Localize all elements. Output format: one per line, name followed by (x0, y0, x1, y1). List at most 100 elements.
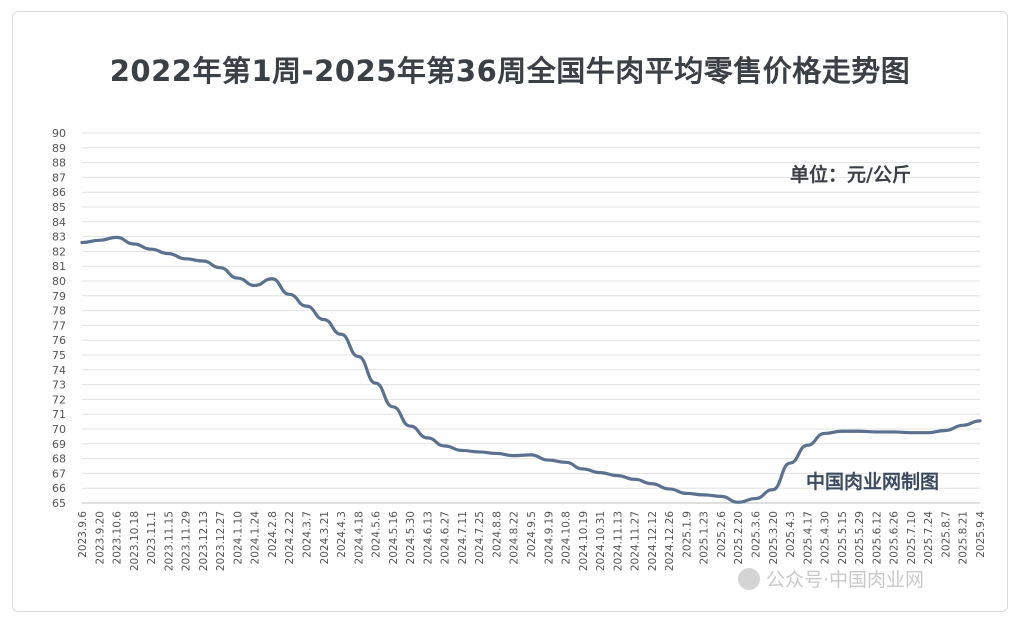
data-point (875, 430, 878, 433)
wechat-icon (738, 567, 760, 590)
y-tick-label: 65 (52, 497, 66, 510)
data-point (789, 462, 792, 465)
data-point (944, 429, 947, 432)
x-tick-label: 2023.11.29 (181, 511, 193, 571)
data-point (547, 459, 550, 462)
data-point (581, 467, 584, 470)
x-tick-label: 2024.10.8 (561, 511, 573, 564)
data-point (771, 488, 774, 491)
x-tick-label: 2025.3.6 (751, 511, 763, 558)
x-tick-label: 2024.8.8 (491, 511, 503, 558)
x-tick-label: 2024.5.6 (371, 511, 383, 558)
data-point (305, 305, 308, 308)
x-tick-label: 2024.7.11 (457, 511, 469, 564)
x-tick-label: 2025.6.12 (871, 511, 883, 564)
x-tick-label: 2025.4.30 (820, 511, 832, 564)
data-point (340, 333, 343, 336)
x-tick-label: 2024.4.3 (336, 511, 348, 558)
watermark-text: 公众号·中国肉业网 (766, 569, 925, 591)
x-tick-label: 2024.1.24 (250, 511, 262, 565)
data-point (391, 405, 394, 408)
y-tick-label: 67 (52, 467, 66, 480)
x-tick-label: 2024.2.8 (267, 511, 279, 558)
data-point (668, 487, 671, 490)
y-tick-label: 81 (52, 260, 66, 273)
credit-label: 中国肉业网制图 (806, 471, 940, 493)
data-point (564, 461, 567, 464)
x-tick-label: 2025.4.3 (785, 511, 797, 558)
data-point (478, 450, 481, 453)
data-point (374, 382, 377, 385)
x-tick-label: 2023.11.15 (163, 511, 175, 571)
data-point (633, 478, 636, 481)
y-tick-label: 77 (52, 319, 66, 332)
y-tick-label: 69 (52, 438, 66, 451)
x-tick-label: 2025.3.20 (768, 511, 780, 564)
x-tick-label: 2023.9.20 (94, 511, 106, 564)
data-point (927, 431, 930, 434)
x-tick-label: 2024.3.21 (319, 511, 331, 564)
x-tick-label: 2024.12.12 (647, 511, 659, 571)
data-point (443, 445, 446, 448)
x-tick-label: 2025.1.9 (681, 511, 693, 558)
data-point (495, 452, 498, 455)
x-tick-label: 2024.7.25 (474, 511, 486, 564)
x-tick-label: 2025.1.23 (699, 511, 711, 564)
data-point (685, 492, 688, 495)
x-tick-label: 2025.5.29 (854, 511, 866, 564)
data-point (81, 241, 83, 244)
y-tick-label: 68 (52, 453, 66, 466)
y-tick-label: 70 (52, 423, 66, 436)
data-point (409, 425, 412, 428)
x-tick-label: 2023.9.6 (77, 511, 89, 558)
y-tick-label: 88 (52, 157, 66, 170)
x-tick-label: 2024.2.22 (284, 511, 296, 564)
y-tick-label: 80 (52, 275, 66, 288)
x-tick-label: 2023.11.1 (146, 511, 158, 564)
data-point (167, 252, 170, 255)
gridlines (82, 132, 980, 504)
y-tick-label: 82 (52, 245, 66, 258)
data-point (823, 432, 826, 435)
data-point (322, 318, 325, 321)
x-tick-label: 2025.9.4 (975, 511, 987, 558)
data-point (892, 430, 895, 433)
data-point (737, 501, 740, 504)
x-tick-label: 2024.12.26 (664, 511, 676, 571)
series-lines (80, 235, 982, 504)
x-tick-label: 2024.3.7 (302, 511, 314, 558)
x-tick-label: 2023.12.27 (215, 511, 227, 571)
data-point (840, 430, 843, 433)
data-point (184, 257, 187, 260)
data-point (357, 355, 360, 358)
x-tick-label: 2023.10.6 (112, 511, 124, 565)
y-tick-label: 84 (52, 216, 66, 229)
x-tick-label: 2025.4.17 (802, 511, 814, 564)
data-point (460, 449, 463, 452)
y-tick-label: 89 (52, 142, 66, 155)
x-tick-label: 2024.11.13 (612, 511, 624, 571)
x-tick-label: 2025.8.7 (940, 511, 952, 558)
data-point (754, 497, 757, 500)
y-tick-label: 75 (52, 349, 66, 362)
data-point (288, 293, 291, 296)
x-tick-label: 2024.11.27 (630, 511, 642, 571)
unit-label: 单位：元/公斤 (790, 164, 911, 186)
x-tick-label: 2024.6.27 (440, 511, 452, 564)
x-tick-label: 2025.7.24 (923, 511, 935, 565)
x-tick-label: 2023.12.13 (198, 511, 210, 571)
data-point (806, 444, 809, 447)
y-tick-label: 79 (52, 290, 66, 303)
y-tick-label: 85 (52, 201, 66, 214)
data-point (719, 495, 722, 498)
data-point (132, 243, 135, 245)
y-tick-label: 90 (52, 127, 66, 140)
data-point (98, 239, 101, 242)
data-point (961, 424, 964, 427)
x-tick-label: 2025.2.20 (733, 511, 745, 564)
x-tick-label: 2024.6.13 (422, 511, 434, 564)
chart-card (12, 11, 1008, 612)
data-point (253, 284, 256, 287)
